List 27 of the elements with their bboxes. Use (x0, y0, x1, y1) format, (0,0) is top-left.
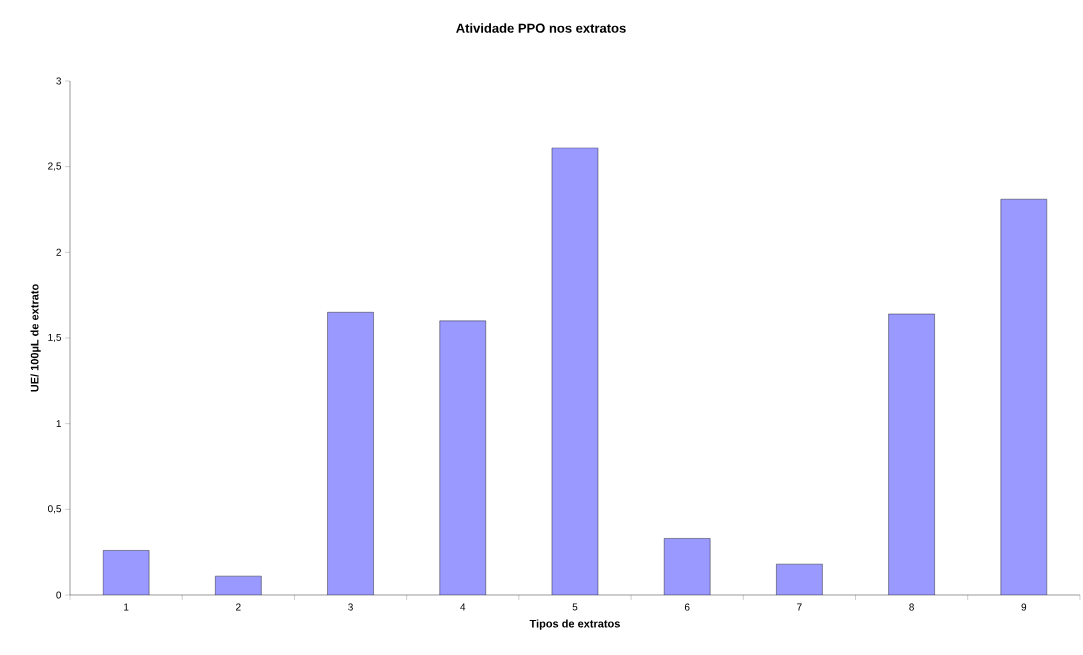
x-tick-label: 4 (460, 603, 466, 611)
bar (776, 564, 823, 595)
bar (664, 538, 711, 595)
x-tick-label: 6 (684, 603, 690, 611)
x-axis-title: Tipos de extratos (529, 619, 620, 630)
y-tick-label: 2,5 (48, 162, 62, 171)
x-tick-label: 5 (572, 603, 578, 611)
bar (888, 314, 935, 595)
y-tick-label: 2 (56, 248, 61, 256)
x-tick-label: 9 (1021, 603, 1027, 611)
bar (439, 320, 486, 595)
chart-title: Atividade PPO nos extratos (456, 23, 626, 33)
y-tick-label: 1,5 (48, 333, 62, 343)
bar (327, 312, 374, 595)
bar (1000, 199, 1048, 595)
x-tick-label: 2 (236, 603, 241, 611)
x-tick-label: 1 (124, 603, 129, 611)
bar (103, 550, 150, 595)
y-tick-label: 3 (56, 77, 62, 85)
y-tick-label: 0 (56, 591, 62, 599)
y-axis-title: UE/ 100µL de extrato (30, 284, 41, 392)
x-tick-label: 3 (348, 603, 353, 611)
x-tick-label: 8 (909, 603, 914, 611)
y-tick-label: 1 (56, 420, 61, 428)
y-tick-label: 0,5 (47, 505, 62, 514)
bar (551, 147, 598, 595)
x-tick-label: 7 (797, 603, 802, 611)
